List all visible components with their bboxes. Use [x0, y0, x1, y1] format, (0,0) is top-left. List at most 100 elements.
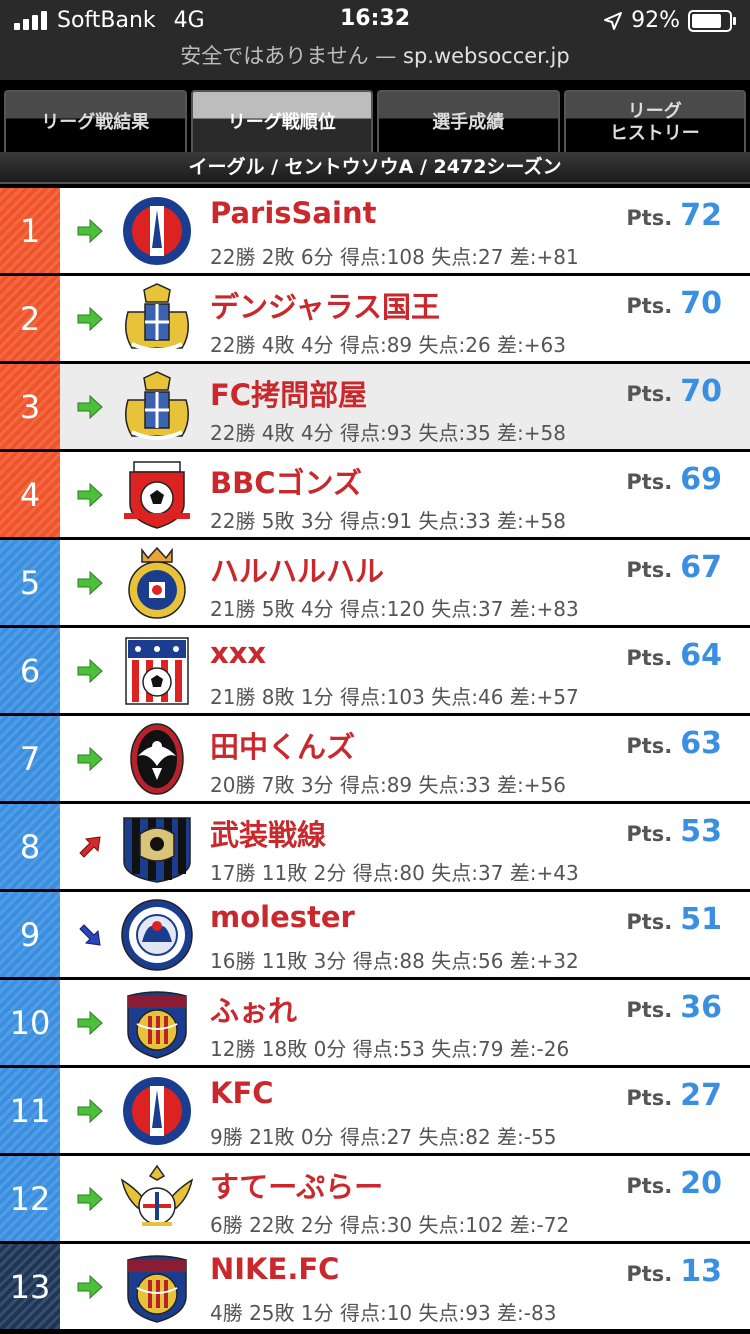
- signal-icon: [14, 11, 47, 30]
- url-bar[interactable]: 安全ではありません — sp.websoccer.jp: [0, 40, 750, 70]
- eagle-crest-icon[interactable]: [118, 722, 196, 796]
- standings-row[interactable]: 3 FC拷問部屋 22勝 4敗 4分 得点:93 失点:35 差:+58 Pts…: [0, 364, 750, 449]
- team-record: 22勝 4敗 4分 得点:89 失点:26 差:+63: [210, 333, 567, 357]
- points-value: 13: [680, 1254, 722, 1289]
- arrow-right-icon: [76, 1273, 104, 1301]
- points: Pts. 67: [626, 550, 722, 585]
- ball-crest-icon[interactable]: [118, 458, 196, 532]
- team-name[interactable]: ふぉれ: [210, 994, 298, 1028]
- team-record: 9勝 21敗 0分 得点:27 失点:82 差:-55: [210, 1125, 557, 1149]
- battery-icon: [688, 9, 736, 32]
- standings-row[interactable]: 13 NIKE.FC 4勝 25敗 1分 得点:10 失点:93 差:-83 P…: [0, 1244, 750, 1329]
- team-name[interactable]: ParisSaint: [210, 196, 377, 230]
- psg-crest-icon[interactable]: [118, 194, 196, 268]
- status-bar: SoftBank 4G 16:32 92% 安全ではありません — sp.web…: [0, 0, 750, 80]
- team-name[interactable]: xxx: [210, 636, 267, 670]
- team-name[interactable]: すてーぷらー: [210, 1170, 384, 1204]
- points-value: 36: [680, 990, 722, 1025]
- psg-crest-icon[interactable]: [118, 1074, 196, 1148]
- lions-round-icon[interactable]: [118, 898, 196, 972]
- standings-row[interactable]: 7 田中くんズ 20勝 7敗 3分 得点:89 失点:33 差:+56 Pts.…: [0, 716, 750, 801]
- team-record: 22勝 5敗 3分 得点:91 失点:33 差:+58: [210, 509, 567, 533]
- standings-row[interactable]: 6 xxx 21勝 8敗 1分 得点:103 失点:46 差:+57 Pts. …: [0, 628, 750, 713]
- standings-row[interactable]: 2 デンジャラス国王 22勝 4敗 4分 得点:89 失点:26 差:+63 P…: [0, 276, 750, 361]
- points: Pts. 36: [626, 990, 722, 1025]
- standings-row[interactable]: 11 KFC 9勝 21敗 0分 得点:27 失点:82 差:-55 Pts. …: [0, 1068, 750, 1153]
- points-label: Pts.: [626, 206, 673, 230]
- tab-bar: リーグ戦結果 リーグ戦順位 選手成績 リーグ ヒストリー: [0, 80, 750, 154]
- standings-row[interactable]: 8 武装戦線 17勝 11敗 2分 得点:80 失点:37 差:+43 Pts.…: [0, 804, 750, 889]
- barca-crest-icon[interactable]: [118, 986, 196, 1060]
- battery-level: [692, 13, 722, 28]
- points-label: Pts.: [626, 470, 673, 494]
- rank-number: 8: [0, 804, 60, 889]
- barca-crest-icon[interactable]: [118, 1250, 196, 1324]
- team-record: 21勝 5敗 4分 得点:120 失点:37 差:+83: [210, 597, 579, 621]
- stars-shield-icon[interactable]: [118, 634, 196, 708]
- rank-number: 13: [0, 1244, 60, 1329]
- points: Pts. 69: [626, 462, 722, 497]
- arrow-right-icon: [76, 217, 104, 245]
- rank-number: 7: [0, 716, 60, 801]
- tab-league-history[interactable]: リーグ ヒストリー: [563, 90, 746, 154]
- rank-number: 10: [0, 980, 60, 1065]
- team-record: 22勝 4敗 4分 得点:93 失点:35 差:+58: [210, 421, 567, 445]
- rank-number: 1: [0, 188, 60, 273]
- tab-league-standings[interactable]: リーグ戦順位: [190, 90, 373, 154]
- points-value: 53: [680, 814, 722, 849]
- team-record: 22勝 2敗 6分 得点:108 失点:27 差:+81: [210, 245, 579, 269]
- standings-row[interactable]: 12 すてーぷらー 6勝 22敗 2分 得点:30 失点:102 差:-72 P…: [0, 1156, 750, 1241]
- points-label: Pts.: [626, 294, 673, 318]
- points-value: 64: [680, 638, 722, 673]
- tab-player-stats[interactable]: 選手成績: [377, 90, 560, 154]
- arrow-right-icon: [76, 745, 104, 773]
- team-name[interactable]: 田中くんズ: [210, 730, 356, 764]
- team-name[interactable]: molester: [210, 900, 355, 934]
- season-title: イーグル / セントウソウA / 2472シーズン: [0, 152, 750, 184]
- team-record: 12勝 18敗 0分 得点:53 失点:79 差:-26: [210, 1037, 570, 1061]
- team-name[interactable]: BBCゴンズ: [210, 466, 362, 500]
- points: Pts. 70: [626, 374, 722, 409]
- lion-crest-icon[interactable]: [118, 370, 196, 444]
- standings-list: 1 ParisSaint 22勝 2敗 6分 得点:108 失点:27 差:+8…: [0, 188, 750, 1332]
- team-name[interactable]: 武装戦線: [210, 818, 327, 852]
- points-value: 20: [680, 1166, 722, 1201]
- team-name[interactable]: KFC: [210, 1076, 274, 1110]
- standings-row[interactable]: 4 BBCゴンズ 22勝 5敗 3分 得点:91 失点:33 差:+58 Pts…: [0, 452, 750, 537]
- points-value: 70: [680, 374, 722, 409]
- team-name[interactable]: NIKE.FC: [210, 1252, 340, 1286]
- rank-number: 9: [0, 892, 60, 977]
- location-arrow-icon: [604, 11, 623, 30]
- standings-row[interactable]: 9 molester 16勝 11敗 3分 得点:88 失点:56 差:+32 …: [0, 892, 750, 977]
- standings-row[interactable]: 1 ParisSaint 22勝 2敗 6分 得点:108 失点:27 差:+8…: [0, 188, 750, 273]
- url-host: sp.websoccer.jp: [403, 44, 570, 68]
- rank-number: 5: [0, 540, 60, 625]
- tab-league-results[interactable]: リーグ戦結果: [4, 90, 187, 154]
- points-value: 51: [680, 902, 722, 937]
- standings-row[interactable]: 5 ハルハルハル 21勝 5敗 4分 得点:120 失点:37 差:+83 Pt…: [0, 540, 750, 625]
- points: Pts. 53: [626, 814, 722, 849]
- standings-row[interactable]: 10 ふぉれ 12勝 18敗 0分 得点:53 失点:79 差:-26 Pts.…: [0, 980, 750, 1065]
- rank-number: 6: [0, 628, 60, 713]
- eagle-wing-crest-icon[interactable]: [118, 1162, 196, 1236]
- clock: 16:32: [339, 6, 411, 31]
- points-label: Pts.: [626, 910, 673, 934]
- points-label: Pts.: [626, 382, 673, 406]
- points-value: 63: [680, 726, 722, 761]
- team-name[interactable]: ハルハルハル: [210, 554, 385, 588]
- arrow-right-icon: [76, 393, 104, 421]
- points: Pts. 20: [626, 1166, 722, 1201]
- tab-label: 選手成績: [432, 112, 505, 133]
- team-name[interactable]: デンジャラス国王: [210, 290, 440, 324]
- arrow-right-icon: [76, 481, 104, 509]
- arrow-right-icon: [76, 1185, 104, 1213]
- crown-crest-icon[interactable]: [118, 546, 196, 620]
- points: Pts. 64: [626, 638, 722, 673]
- lion-crest-icon[interactable]: [118, 282, 196, 356]
- team-name[interactable]: FC拷問部屋: [210, 378, 368, 412]
- rank-number: 2: [0, 276, 60, 361]
- striped-crest-icon[interactable]: [118, 810, 196, 884]
- points: Pts. 13: [626, 1254, 722, 1289]
- team-record: 16勝 11敗 3分 得点:88 失点:56 差:+32: [210, 949, 579, 973]
- tab-label: リーグ ヒストリー: [609, 101, 700, 144]
